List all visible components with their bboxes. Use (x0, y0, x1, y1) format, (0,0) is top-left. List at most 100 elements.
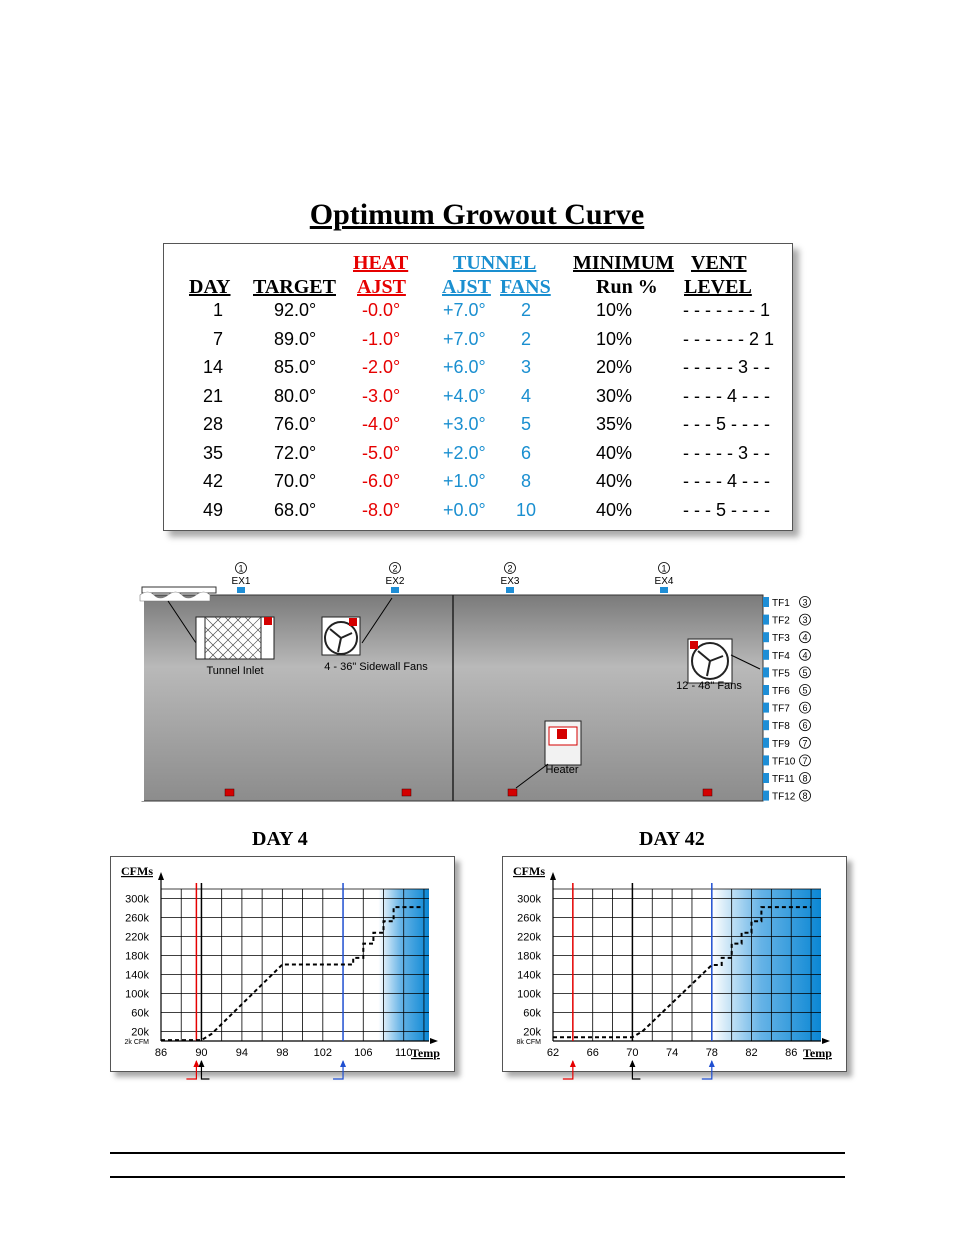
tunnel-fan-4[interactable]: TF4 4 (763, 648, 811, 662)
tunnel-fan-level: 4 (802, 650, 807, 660)
chart-day4-box: 300k 260k 220k 180k 140k 100k 60k 20k 2k CFM 86 90… (110, 856, 455, 1080)
tunnel-fan-level-badge (799, 666, 811, 679)
tunnel-fan-level: 3 (802, 615, 807, 625)
table-cell-target: 76.0° (274, 414, 317, 434)
exhaust-fan-level-badge (658, 562, 670, 574)
y-tick-label: 180k (517, 951, 541, 963)
tunnel-fan-label: TF7 (772, 704, 790, 715)
table-cell-fans: 6 (520, 442, 531, 463)
y-tick-label: 300k (125, 894, 149, 906)
tunnel-fan-level-badge (799, 613, 811, 626)
table-cell-heat: -0.0° (362, 300, 401, 320)
table-cell-vent: - - - - 4 - - - (683, 471, 770, 491)
y-tick-label: 20k (523, 1027, 541, 1039)
footer-rule-bottom (110, 1176, 845, 1178)
table-cell-vent: - - - 5 - - - - (683, 414, 770, 434)
table-cell-tunnel: +1.0° (443, 471, 486, 491)
tunnel-fan-5[interactable]: TF5 5 (763, 666, 811, 680)
cfm-curve-series (161, 906, 424, 1042)
tunnel-fan-9[interactable]: TF9 7 (763, 736, 811, 750)
table-cell-day: 21 (202, 385, 223, 406)
x-tick-label: 66 (587, 1047, 599, 1059)
table-cell-min: 10% (596, 328, 633, 349)
tunnel-fan-label: TF6 (772, 686, 790, 697)
heater-marker-2 (401, 788, 412, 797)
header-tunnel-fans: FANS (500, 276, 551, 298)
x-axis-arrow (822, 1038, 830, 1044)
tunnel-fan-10[interactable]: TF10 7 (763, 754, 811, 768)
heater-markers (224, 788, 713, 797)
tunnel-fan-level: 8 (802, 774, 807, 784)
tunnel-fan-3[interactable]: TF3 4 (763, 631, 811, 645)
min-cfm-label: 8k CFM (517, 1039, 542, 1046)
table-cell-tunnel: +7.0° (443, 328, 486, 349)
heater-icon (544, 720, 582, 766)
heater-pointer (515, 763, 549, 789)
tunnel-fan-marker (763, 649, 769, 660)
table-cell-target: 68.0° (274, 499, 317, 520)
table-cell-min: 40% (596, 499, 633, 520)
footer-rule-top (110, 1152, 845, 1154)
tunnel-zone (711, 889, 821, 1041)
exhaust-fan-label: EX1 (232, 576, 251, 587)
table-cell-day: 28 (202, 414, 223, 434)
table-cell-fans: 2 (520, 328, 531, 349)
table-cell-day: 7 (212, 328, 223, 349)
tunnel-fan-level-badge (799, 754, 811, 767)
x-axis-title: Temp (411, 1046, 440, 1060)
exhaust-fan-level: 2 (507, 564, 512, 574)
table-cell-target: 89.0° (274, 328, 317, 349)
tunnel-fan-label: TF1 (772, 598, 790, 609)
tunnel-inlet-label: Tunnel Inlet (206, 665, 263, 677)
tunnel-fan-1[interactable]: TF1 3 (763, 596, 811, 610)
tunnel-fan-11[interactable]: TF11 8 (763, 772, 811, 786)
tunnel-fan-8[interactable]: TF8 6 (763, 719, 811, 733)
table-cell-day: 14 (202, 357, 223, 377)
tunnel-fan-label: TF12 (772, 792, 796, 803)
inlet-curtain (139, 591, 211, 602)
heater-label: Heater (545, 764, 578, 776)
table-cell-fans: 3 (520, 357, 531, 377)
x-axis-arrow (430, 1038, 438, 1044)
tunnel-fan-level: 7 (802, 738, 807, 748)
table-cell-tunnel: +3.0° (443, 414, 486, 434)
tunnel-fan-2[interactable]: TF2 3 (763, 613, 811, 627)
table-cell-day: 1 (212, 300, 223, 320)
y-tick-label: 180k (125, 951, 149, 963)
table-cell-heat: -2.0° (362, 357, 401, 377)
tunnel-fan-level-badge (799, 684, 811, 696)
heater-marker-1 (224, 788, 235, 797)
table-cell-tunnel: +6.0° (443, 357, 486, 377)
tunnel-fan-7[interactable]: TF7 6 (763, 701, 811, 715)
tunnel-fan-6[interactable]: TF6 5 (763, 684, 811, 698)
y-tick-label: 220k (517, 932, 541, 944)
target-setpoint-arrowhead (629, 1060, 636, 1067)
table-cell-tunnel: +7.0° (443, 300, 486, 320)
inlet-pointer (167, 600, 197, 644)
table-cell-heat: -6.0° (362, 471, 401, 491)
tunnel-fan-12[interactable]: TF12 8 (763, 789, 811, 803)
table-cell-fans: 4 (520, 385, 531, 406)
tunnel-fan-level: 5 (802, 686, 807, 696)
table-cell-heat: -5.0° (362, 442, 401, 463)
sidewall-fans-label: 4 - 36" Sidewall Fans (324, 661, 428, 673)
tunnel-fan-label: TF5 (772, 668, 790, 679)
header-vent-top: VENT (691, 252, 747, 274)
tunnel-fan-marker (763, 685, 769, 695)
y-tick-label: 140k (125, 970, 149, 982)
table-cell-min: 10% (596, 300, 633, 320)
x-tick-label: 62 (547, 1047, 559, 1059)
cfm-curve-series (553, 906, 812, 1039)
tunnel-fan-marker (763, 773, 769, 783)
header-tunnel-top: TUNNEL (453, 252, 537, 274)
tunnel-fan-marker (763, 614, 769, 625)
tunnel-fan-marker (763, 790, 769, 801)
exhaust-fan-level-badge (235, 562, 247, 574)
